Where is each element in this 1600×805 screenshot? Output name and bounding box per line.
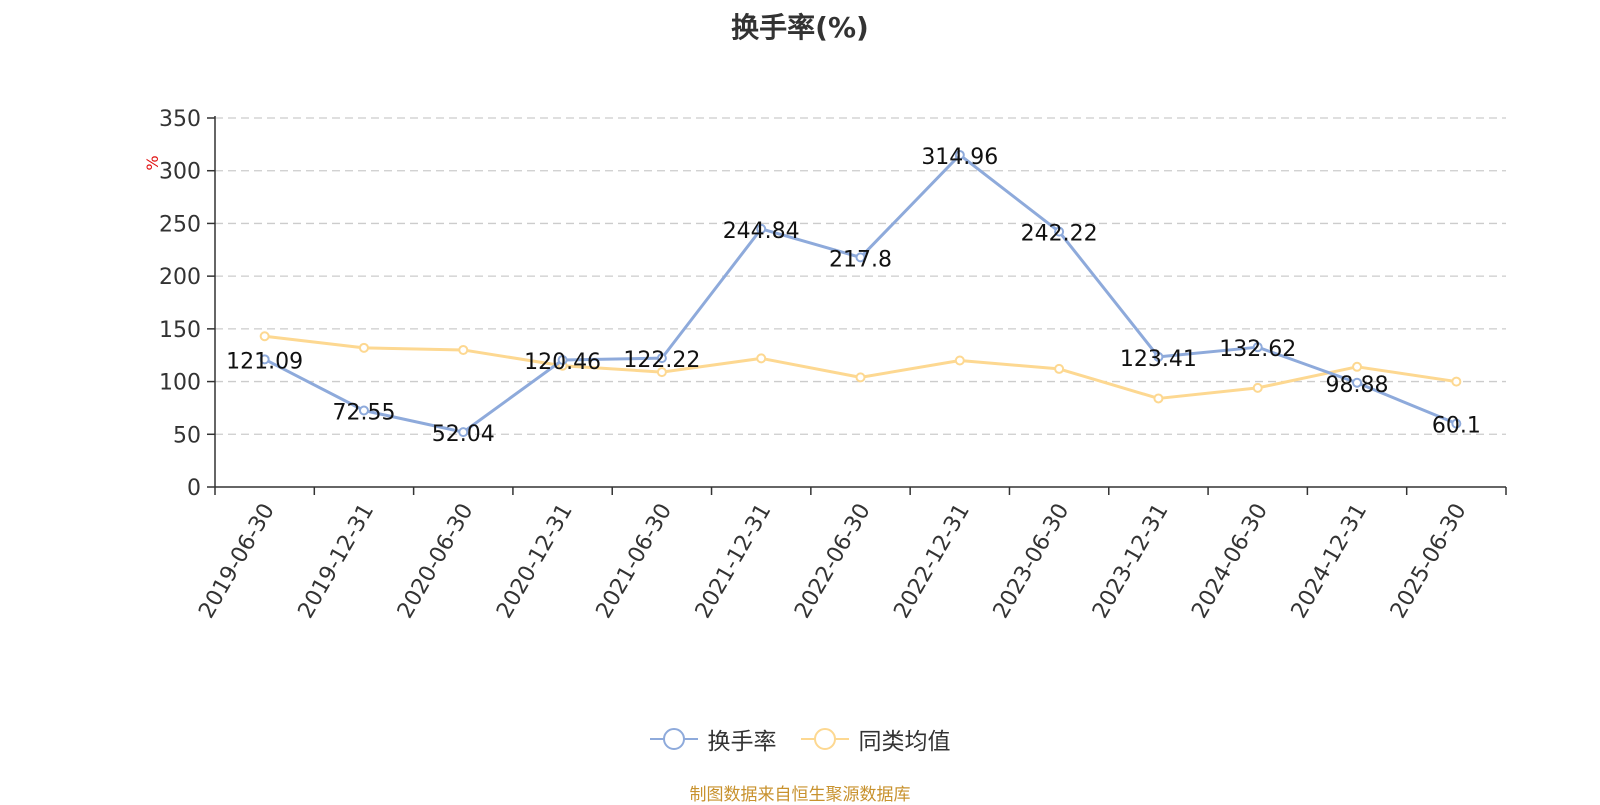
data-labels: 121.09 72.55 52.04 120.46 122.22 244.84 217.8 3… [226, 145, 1481, 447]
data-point-peer-average[interactable] [954, 355, 965, 366]
x-tick-label: 2024-06-30 [1187, 500, 1273, 623]
data-point-turnover[interactable] [656, 353, 667, 364]
data-point-turnover[interactable] [1153, 351, 1164, 362]
data-point-peer-average[interactable] [656, 367, 667, 378]
x-tick-label: 2020-06-30 [393, 500, 479, 623]
y-tick-label: 150 [159, 318, 201, 343]
data-point-peer-average[interactable] [358, 342, 369, 353]
line-chart: 0 50 100 150 200 250 300 350 2019-06-30 2019-12-3… [143, 107, 1507, 623]
data-point-turnover[interactable] [1352, 377, 1363, 388]
x-tick-label: 2020-12-31 [492, 500, 578, 623]
data-point-peer-average[interactable] [1054, 363, 1065, 374]
x-tick-label: 2021-12-31 [691, 500, 777, 623]
legend-swatch-turnover [649, 728, 698, 750]
data-label: 314.96 [921, 145, 998, 170]
x-tick-label: 2019-06-30 [194, 500, 280, 623]
data-label: 52.04 [432, 422, 495, 447]
data-point-peer-average[interactable] [1252, 382, 1263, 393]
data-point-turnover[interactable] [1451, 418, 1462, 429]
data-point-turnover[interactable] [358, 405, 369, 416]
legend-label-peer-average: 同类均值 [858, 729, 951, 755]
data-point-peer-average[interactable] [756, 353, 767, 364]
data-point-turnover[interactable] [954, 149, 965, 160]
data-label: 132.62 [1219, 337, 1296, 362]
y-tick-label: 200 [159, 265, 201, 290]
y-tick-label: 0 [187, 476, 201, 501]
y-tick-label: 300 [159, 160, 201, 185]
x-tick-label: 2023-06-30 [989, 500, 1075, 623]
data-label: 244.84 [723, 219, 800, 244]
y-tick-label: 50 [173, 423, 201, 448]
data-point-turnover[interactable] [1252, 342, 1263, 353]
data-point-turnover[interactable] [855, 252, 866, 263]
data-point-turnover[interactable] [259, 354, 270, 365]
data-label: 98.88 [1326, 373, 1389, 398]
grid-lines [215, 117, 1506, 435]
legend: 换手率 同类均值 [0, 722, 1600, 756]
data-label: 120.46 [524, 350, 601, 375]
data-point-peer-average[interactable] [259, 331, 270, 342]
series-lines [259, 149, 1462, 438]
x-tick-label: 2022-12-31 [889, 500, 975, 623]
legend-label-turnover: 换手率 [707, 729, 777, 755]
data-point-peer-average[interactable] [1352, 361, 1363, 372]
data-label: 72.55 [332, 401, 395, 426]
x-tick-label: 2022-06-30 [790, 500, 876, 623]
y-tick-label: 250 [159, 212, 201, 237]
x-tick-label: 2021-06-30 [592, 500, 678, 623]
data-point-turnover[interactable] [756, 223, 767, 234]
x-tick-label: 2023-12-31 [1088, 500, 1174, 623]
data-point-peer-average[interactable] [458, 344, 469, 355]
y-axis-unit-label: % [143, 155, 162, 170]
data-label: 217.8 [829, 247, 892, 272]
data-point-turnover[interactable] [458, 427, 469, 438]
y-tick-label: 100 [159, 371, 201, 396]
chart-title: 换手率(%) [731, 11, 869, 44]
legend-item-peer-average[interactable]: 同类均值 [800, 722, 951, 756]
legend-item-turnover[interactable]: 换手率 [649, 722, 777, 756]
data-label: 242.22 [1021, 222, 1098, 247]
legend-swatch-peer-average [800, 728, 849, 750]
x-tick-label: 2025-06-30 [1386, 500, 1472, 623]
data-point-turnover[interactable] [1054, 226, 1065, 237]
data-label: 123.41 [1120, 347, 1197, 372]
data-point-peer-average[interactable] [1153, 393, 1164, 404]
x-tick-label: 2024-12-31 [1287, 500, 1373, 623]
data-point-turnover[interactable] [557, 355, 568, 366]
series-line-turnover [263, 153, 1457, 434]
x-tick-label: 2019-12-31 [294, 500, 380, 623]
data-point-peer-average[interactable] [855, 372, 866, 383]
data-point-peer-average[interactable] [1451, 376, 1462, 387]
y-tick-label: 350 [159, 107, 201, 132]
data-label: 60.1 [1432, 414, 1481, 439]
data-label: 121.09 [226, 349, 303, 374]
data-label: 122.22 [623, 348, 700, 373]
source-note: 制图数据来自恒生聚源数据库 [689, 785, 911, 805]
